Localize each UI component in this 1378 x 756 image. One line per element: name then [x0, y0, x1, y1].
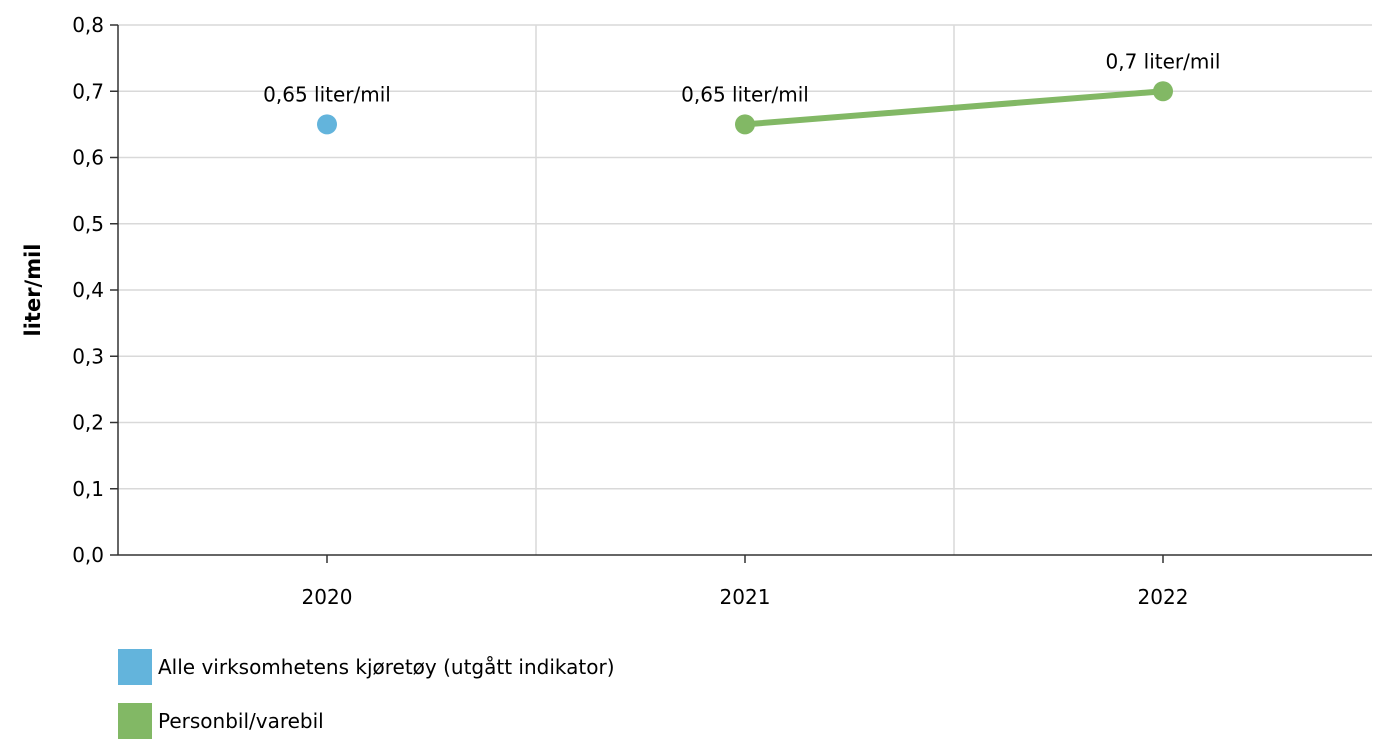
legend-item[interactable]: Personbil/varebil — [118, 702, 615, 740]
y-tick-label: 0,7 — [72, 79, 104, 103]
y-tick-label: 0,1 — [72, 477, 104, 501]
legend-item[interactable]: Alle virksomhetens kjøretøy (utgått indi… — [118, 648, 615, 686]
x-tick-label: 2022 — [1138, 585, 1189, 609]
series-line — [742, 88, 1166, 128]
legend: Alle virksomhetens kjøretøy (utgått indi… — [118, 648, 615, 756]
legend-label: Alle virksomhetens kjøretøy (utgått indi… — [158, 655, 615, 679]
y-tick-label: 0,4 — [72, 278, 104, 302]
axes: 0,0 0,1 0,2 0,3 0,4 0,5 0,6 0,7 0,8 2020 2021 2022 — [72, 13, 1372, 609]
data-point[interactable] — [735, 114, 755, 135]
series-layer — [317, 81, 1173, 135]
y-tick-label: 0,8 — [72, 13, 104, 37]
y-axis-title: liter/mil — [21, 244, 45, 337]
legend-swatch — [118, 703, 152, 739]
legend-label: Personbil/varebil — [158, 709, 324, 733]
x-tick-label: 2021 — [720, 585, 771, 609]
data-point[interactable] — [317, 114, 337, 135]
data-label: 0,7 liter/mil — [1106, 49, 1221, 73]
data-point[interactable] — [1153, 81, 1173, 102]
y-tick-label: 0,5 — [72, 212, 104, 236]
data-label: 0,65 liter/mil — [263, 82, 391, 106]
legend-swatch — [118, 649, 152, 685]
y-tick-label: 0,0 — [72, 543, 104, 567]
y-tick-label: 0,6 — [72, 146, 104, 170]
y-tick-label: 0,3 — [72, 344, 104, 368]
data-labels: 0,65 liter/mil 0,65 liter/mil 0,7 liter/mi… — [263, 49, 1220, 106]
x-tick-label: 2020 — [302, 585, 353, 609]
data-label: 0,65 liter/mil — [681, 82, 809, 106]
y-tick-label: 0,2 — [72, 411, 104, 435]
grid-lines — [118, 24, 1372, 555]
